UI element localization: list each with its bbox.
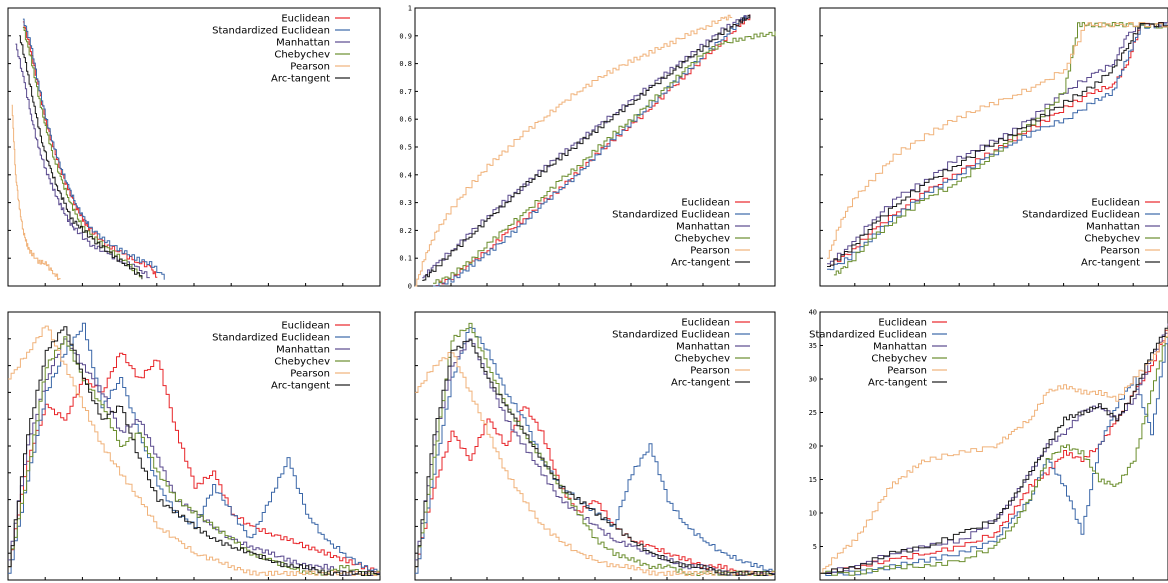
legend-label: Arc-tangent: [671, 258, 730, 269]
legend-label: Chebychev: [674, 234, 730, 245]
y-tick-label: 35: [809, 342, 817, 350]
legend-label: Manhattan: [276, 345, 330, 356]
y-tick-label: 0.3: [399, 199, 412, 207]
series-line-standardized-euclidean: [827, 23, 1168, 271]
legend-label: Euclidean: [281, 321, 330, 332]
y-tick-label: 20: [809, 443, 817, 451]
series-line-arc-tangent: [415, 339, 776, 576]
legend-label: Arc-tangent: [271, 74, 330, 85]
legend-label: Arc-tangent: [868, 378, 927, 389]
legend-label: Standardized Euclidean: [1022, 210, 1140, 221]
series-line-arc-tangent: [820, 325, 1168, 574]
series-line-manhattan: [820, 323, 1168, 574]
legend-label: Euclidean: [1091, 198, 1140, 209]
legend-label: Standardized Euclidean: [809, 330, 927, 341]
legend-label: Pearson: [290, 369, 330, 380]
series-line-arc-tangent: [422, 14, 751, 281]
y-tick-label: 0.9: [399, 32, 412, 40]
series-line-pearson: [827, 22, 1168, 259]
series-line-pearson: [820, 330, 1168, 574]
legend-label: Arc-tangent: [671, 378, 730, 389]
legend-label: Pearson: [887, 366, 927, 377]
legend-label: Chebychev: [274, 50, 330, 61]
y-tick-label: 5: [813, 543, 817, 551]
legend-label: Manhattan: [676, 342, 730, 353]
legend-label: Manhattan: [873, 342, 927, 353]
chart-panel-2: 0 0.1 0.2 0.3 0.4 0.5 0.6 0.7 0.8 0.9 1 EuclideanSt…: [399, 5, 776, 291]
series-line-euclidean: [415, 406, 776, 576]
series-line-arc-tangent: [8, 326, 381, 576]
legend-label: Manhattan: [276, 38, 330, 49]
y-tick-label: 30: [809, 376, 817, 384]
series-line-chebychev: [433, 31, 776, 284]
legend-label: Chebychev: [674, 354, 730, 365]
series-line-arc-tangent: [19, 35, 143, 280]
y-tick-label: 0.5: [399, 144, 412, 152]
series-line-standardized-euclidean: [22, 18, 165, 280]
legend-label: Pearson: [690, 246, 730, 257]
legend-label: Arc-tangent: [271, 381, 330, 392]
series-line-pearson: [415, 14, 733, 287]
legend-label: Manhattan: [1086, 222, 1140, 233]
legend-label: Euclidean: [681, 318, 730, 329]
legend-label: Chebychev: [1084, 234, 1140, 245]
y-tick-label: 1: [408, 5, 412, 13]
legend-label: Pearson: [290, 62, 330, 73]
legend-label: Pearson: [1100, 246, 1140, 257]
series-line-manhattan: [422, 14, 751, 279]
y-tick-label: 40: [809, 309, 817, 317]
legend-label: Arc-tangent: [1081, 258, 1140, 269]
y-tick-label: 0.8: [399, 60, 412, 68]
y-tick-label: 0.2: [399, 227, 412, 235]
legend-label: Euclidean: [878, 318, 927, 329]
series-line-arc-tangent: [827, 22, 1168, 267]
legend-label: Standardized Euclidean: [212, 26, 330, 37]
y-tick-label: 0.7: [399, 88, 412, 96]
y-tick-label: 15: [809, 476, 817, 484]
y-tick-label: 10: [809, 510, 817, 518]
series-line-euclidean: [827, 22, 1168, 267]
legend-label: Euclidean: [681, 198, 730, 209]
y-tick-label: 0: [408, 283, 412, 291]
legend-label: Manhattan: [676, 222, 730, 233]
legend-label: Standardized Euclidean: [612, 210, 730, 221]
y-tick-label: 0.4: [399, 171, 412, 179]
legend-label: Euclidean: [281, 14, 330, 25]
series-line-euclidean: [8, 352, 381, 574]
y-tick-label: 0.1: [399, 255, 412, 263]
series-line-euclidean: [22, 21, 158, 278]
series-line-pearson: [11, 104, 61, 280]
legend-label: Standardized Euclidean: [612, 330, 730, 341]
series-line-chebychev: [820, 326, 1168, 576]
legend-label: Chebychev: [274, 357, 330, 368]
legend-label: Chebychev: [871, 354, 927, 365]
y-tick-label: 0.6: [399, 116, 412, 124]
series-line-chebychev: [22, 27, 143, 278]
legend-label: Pearson: [690, 366, 730, 377]
legend-label: Standardized Euclidean: [212, 333, 330, 344]
y-tick-label: 25: [809, 409, 817, 417]
